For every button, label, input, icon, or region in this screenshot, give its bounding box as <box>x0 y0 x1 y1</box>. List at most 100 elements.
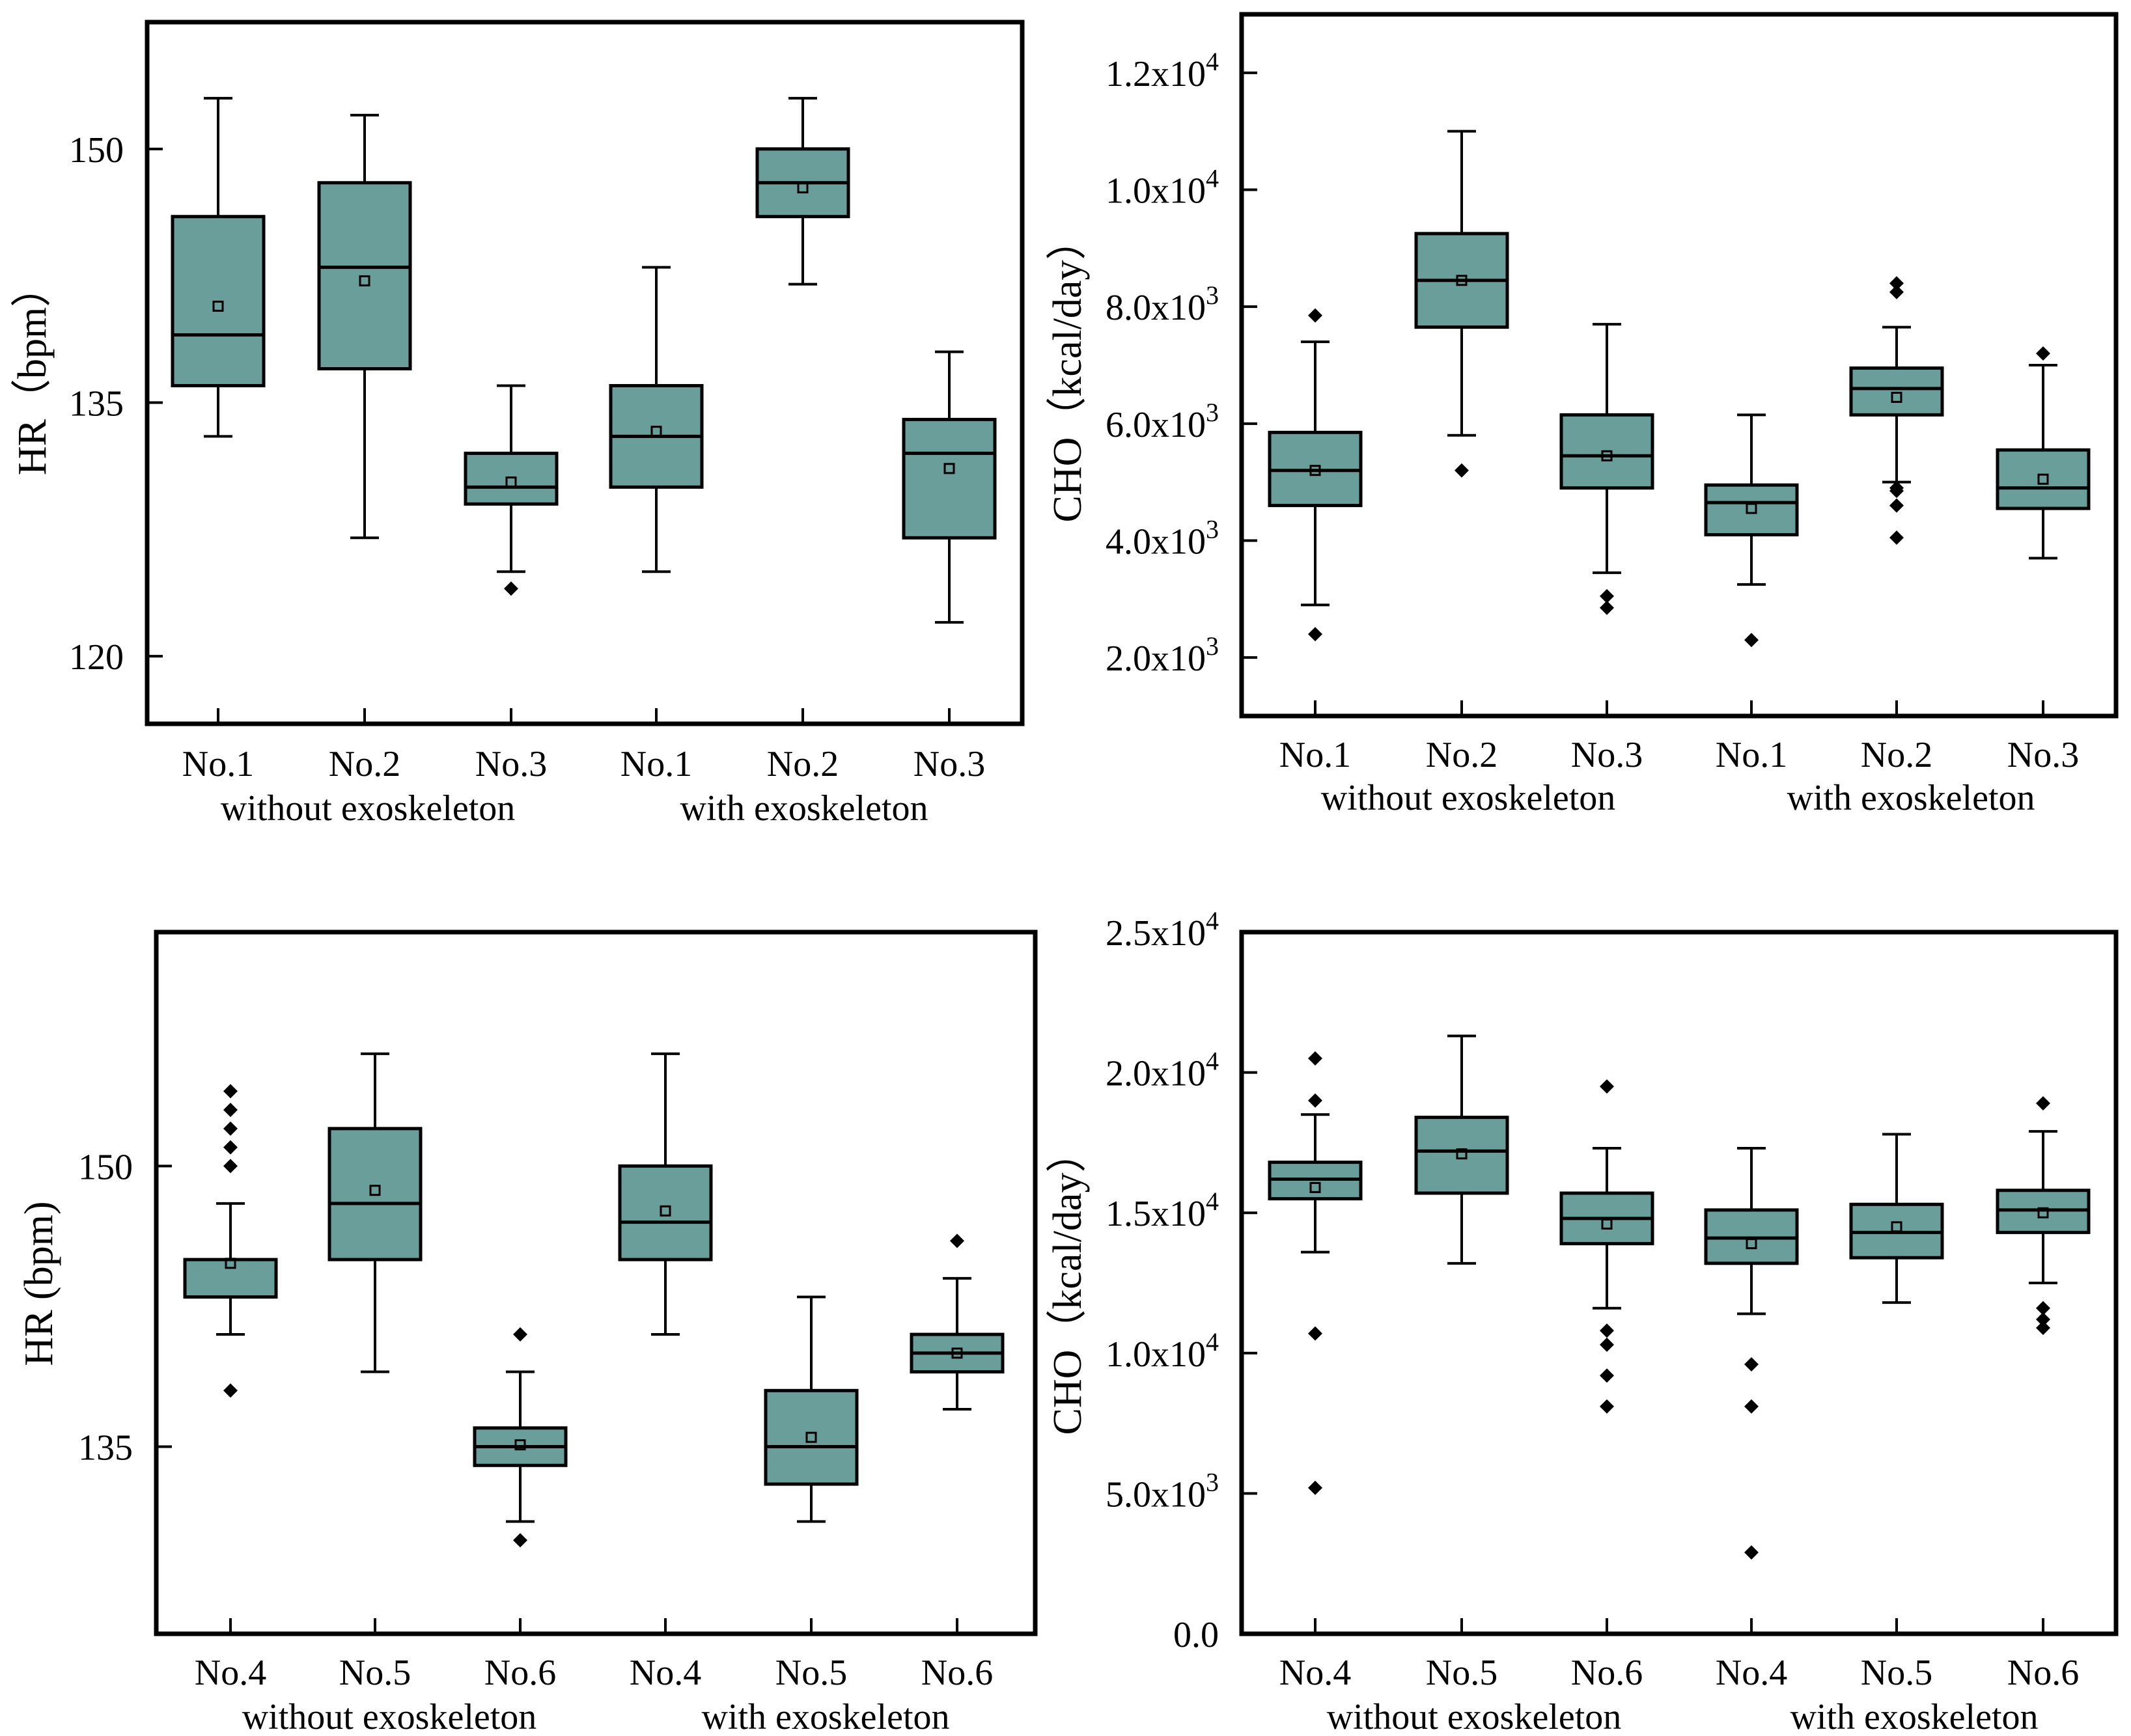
outlier-point <box>1889 284 1904 299</box>
x-category-label: No.6 <box>1571 1653 1643 1693</box>
mean-marker <box>1746 1238 1757 1250</box>
x-category-label: No.2 <box>1861 735 1932 775</box>
box-no5-with <box>1849 1133 1944 1634</box>
outlier-point <box>1308 1093 1322 1108</box>
outlier-point <box>1744 1357 1759 1372</box>
mean-marker <box>797 182 809 194</box>
x-category-label: No.5 <box>1426 1653 1497 1693</box>
mean-marker <box>1746 503 1757 514</box>
box-no6-with <box>1996 1096 2091 1634</box>
y-tick-label: 6.0x103 <box>1106 398 1219 445</box>
mean-marker <box>943 463 955 475</box>
y-tick-label: 135 <box>78 1428 133 1468</box>
x-category-label: No.4 <box>195 1653 266 1693</box>
outlier-point <box>1889 498 1904 513</box>
box-no4-without <box>183 1084 278 1634</box>
mean-marker <box>660 1205 671 1217</box>
box-no2-without <box>1414 130 1509 716</box>
outlier-point <box>1744 1545 1759 1560</box>
x-group-label: with exoskeleton <box>680 788 928 829</box>
iqr-box <box>902 417 997 540</box>
y-tick-label: 0.0 <box>1173 1615 1219 1655</box>
box-no4-without <box>1268 1051 1363 1634</box>
mean-marker <box>212 300 224 312</box>
outlier-point <box>223 1121 238 1136</box>
outlier-point <box>1600 1368 1614 1383</box>
outlier-point <box>1889 276 1904 291</box>
mean-marker <box>359 275 370 286</box>
x-category-label: No.1 <box>620 744 692 784</box>
x-category-label: No.1 <box>1279 735 1351 775</box>
y-axis-title: HR (bpm) <box>17 1201 61 1366</box>
y-axis-title: HR（bpm） <box>10 267 55 475</box>
box-no5-without <box>327 1052 423 1634</box>
iqr-box <box>183 1258 278 1299</box>
outlier-point <box>2036 346 2050 361</box>
y-axis-title: CHO（kcal/day） <box>1046 220 1090 523</box>
x-group-label: without exoskeleton <box>242 1697 537 1736</box>
mean-marker <box>1601 1218 1613 1230</box>
x-group-label: without exoskeleton <box>221 788 516 829</box>
x-category-label: No.5 <box>1861 1653 1932 1693</box>
outlier-point <box>1600 600 1614 615</box>
x-category-label: No.3 <box>2007 735 2079 775</box>
iqr-box <box>1414 1116 1509 1195</box>
outlier-point <box>1889 530 1904 545</box>
y-tick-label: 1.5x104 <box>1106 1187 1219 1234</box>
plot-frame <box>145 20 1025 726</box>
outlier-point <box>2036 1312 2050 1327</box>
box-no3-with <box>1996 346 2091 716</box>
mean-marker <box>1309 465 1321 476</box>
outlier-point <box>1744 633 1759 648</box>
x-group-label: with exoskeleton <box>1787 778 2035 818</box>
outlier-point <box>1600 1337 1614 1352</box>
y-axis-title: CHO（kcal/day） <box>1046 1133 1090 1435</box>
outlier-point <box>1308 308 1322 323</box>
x-group-label: without exoskeleton <box>1327 1697 1622 1736</box>
outlier-point <box>1308 627 1322 642</box>
x-category-label: No.3 <box>475 744 547 784</box>
x-category-label: No.5 <box>339 1653 411 1693</box>
outlier-point <box>1308 1051 1322 1066</box>
plot-frame <box>1239 12 2119 719</box>
y-tick-label: 2.5x104 <box>1106 906 1219 954</box>
box-no1-with <box>609 266 704 724</box>
box-no2-without <box>317 113 412 724</box>
box-no6-without <box>1559 1079 1654 1634</box>
box-no5-with <box>764 1295 859 1634</box>
x-category-label: No.4 <box>1716 1653 1787 1693</box>
y-tick-label: 1.0x104 <box>1106 1327 1219 1375</box>
box-no6-without <box>473 1327 568 1634</box>
plot-frame <box>1239 930 2119 1636</box>
chart-panel-hr-bottom: 135 150 HR (bpm) No.4 No.5 No.6 No.4 No.5 No.6 wi… <box>17 930 1038 1736</box>
outlier-point <box>223 1084 238 1099</box>
x-category-label: No.2 <box>767 744 839 784</box>
x-category-label: No.2 <box>329 744 400 784</box>
y-tick-label: 1.0x104 <box>1106 164 1219 212</box>
box-no6-with <box>910 1233 1005 1634</box>
y-tick-label: 150 <box>69 130 124 171</box>
x-category-label: No.6 <box>921 1653 993 1693</box>
outlier-point <box>1889 480 1904 495</box>
y-tick-label: 4.0x103 <box>1106 515 1219 562</box>
y-tick-label: 5.0x103 <box>1106 1467 1219 1515</box>
mean-marker <box>1456 1148 1468 1160</box>
y-tick-label: 135 <box>69 383 124 424</box>
x-category-label: No.4 <box>1279 1653 1351 1693</box>
chart-panel-cho-top: 2.0x103 4.0x103 6.0x103 8.0x103 1.0x104 1.2x1… <box>1046 12 2119 818</box>
outlier-point <box>1600 1399 1614 1414</box>
box-no3-with <box>902 350 997 724</box>
x-category-label: No.2 <box>1426 735 1497 775</box>
outlier-point <box>2036 1096 2050 1111</box>
x-group-label: with exoskeleton <box>1790 1697 2038 1736</box>
box-no3-without <box>1559 323 1654 716</box>
outlier-point <box>1600 588 1614 603</box>
mean-marker <box>805 1431 817 1443</box>
outlier-point <box>223 1140 238 1155</box>
iqr-box <box>464 451 559 506</box>
mean-marker <box>1309 1181 1321 1193</box>
x-category-label: No.3 <box>913 744 985 784</box>
outlier-point <box>1308 1326 1322 1341</box>
mean-marker <box>1601 450 1613 462</box>
